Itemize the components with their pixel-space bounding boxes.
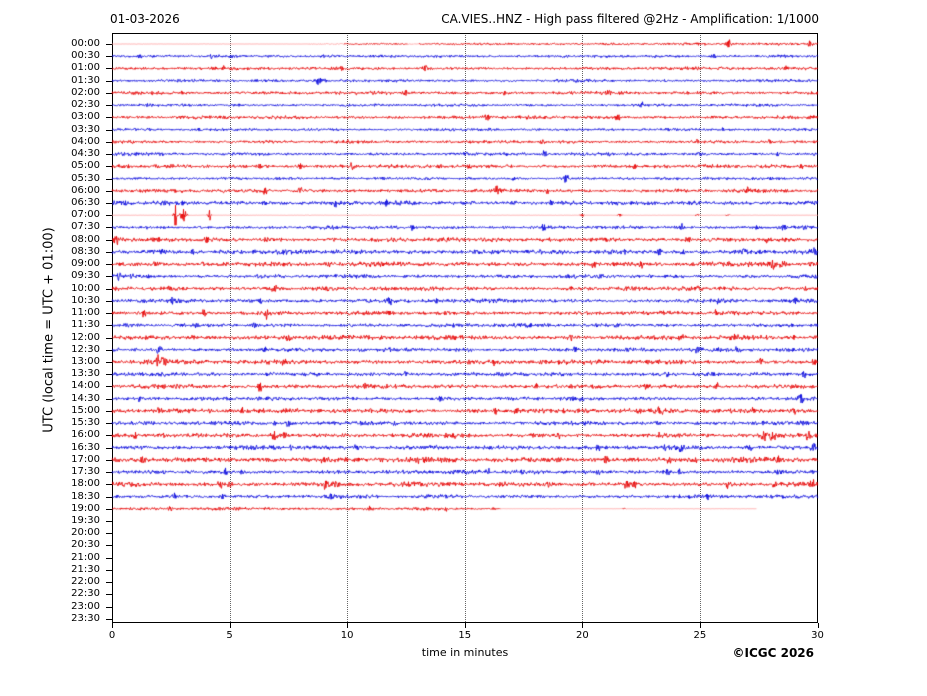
x-axis-label: time in minutes	[421, 646, 509, 659]
copyright-label: ©ICGC 2026	[732, 646, 814, 660]
